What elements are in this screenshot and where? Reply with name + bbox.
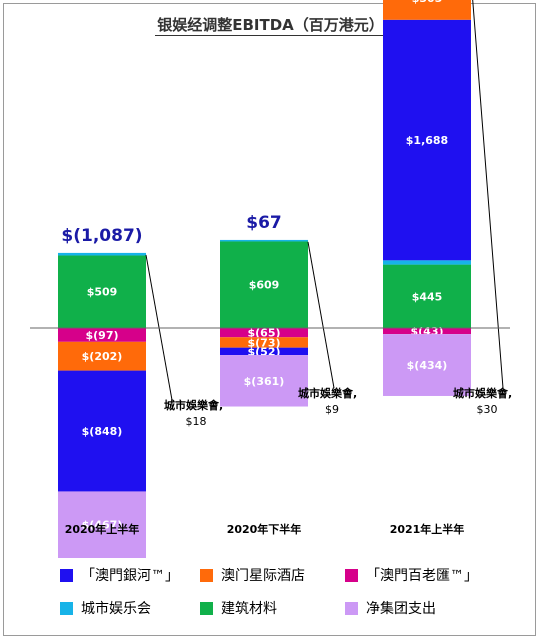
data-label: $(467) [82,519,123,532]
bar-segment [383,260,471,265]
callout-label: 城市娛樂會, [164,398,223,412]
bar-segment [220,328,308,338]
data-label: $445 [412,290,443,303]
legend-label: 净集团支出 [366,601,436,617]
legend-swatch [345,568,358,582]
bar-segment [220,355,308,407]
bar-segment [383,264,471,328]
legend-item: 建筑材料 [200,598,277,618]
bar-segment [58,252,146,256]
legend-item: 「澳門百老匯™」 [345,565,478,585]
legend-label: 「澳門銀河™」 [81,568,179,584]
legend-swatch [200,568,213,582]
bar-segment [220,337,308,348]
data-label: $305 [412,0,443,5]
legend-swatch [60,568,73,582]
callout-leader [145,254,173,401]
callout-leader [307,241,335,389]
legend-item: 净集团支出 [345,598,436,618]
data-label: $(73) [247,336,280,349]
data-label: $(848) [82,425,123,438]
legend-swatch [60,601,73,615]
bar-segment [383,328,471,335]
callout-value: $9 [325,403,339,416]
bar-segment [58,341,146,371]
total-label: $67 [246,213,282,233]
callout-value: $18 [186,415,207,428]
bar-segment [220,347,308,356]
total-label: $(1,087) [61,226,142,246]
data-label: $(65) [247,327,280,340]
bar-segment [383,0,471,20]
legend-label: 城市娱乐会 [81,601,151,617]
data-label: $1,688 [406,134,448,147]
data-label: $(202) [82,350,123,363]
category-label: 2021年上半年 [390,522,465,536]
legend-label: 建筑材料 [221,601,277,617]
legend-item: 城市娱乐会 [60,598,151,618]
bar-segment [58,328,146,342]
callout-leader [472,0,504,389]
legend-label: 澳门星际酒店 [221,568,305,584]
data-label: $609 [249,279,280,292]
callout-label: 城市娛樂會, [298,386,357,400]
category-label: 2020年上半年 [65,522,140,536]
bar-segment [58,370,146,492]
callout-value: $30 [477,403,498,416]
bar-segment [58,491,146,558]
bar-segment [220,241,308,328]
category-label: 2020年下半年 [227,522,302,536]
data-label: $(361) [244,375,285,388]
data-label: $(434) [407,359,448,372]
legend-item: 澳门星际酒店 [200,565,305,585]
callout-label: 城市娛樂會, [453,386,512,400]
legend-swatch [345,601,358,615]
bar-segment [220,239,308,242]
data-label: $(97) [85,329,118,342]
legend-label: 「澳門百老匯™」 [366,568,478,584]
data-label: $509 [87,286,118,299]
bar-segment [383,19,471,261]
legend-item: 「澳門銀河™」 [60,565,179,585]
legend-swatch [200,601,213,615]
chart-title: 银娱经调整EBITDA（百万港元） [155,16,386,36]
bar-segment [58,255,146,328]
bar-segment [383,334,471,396]
